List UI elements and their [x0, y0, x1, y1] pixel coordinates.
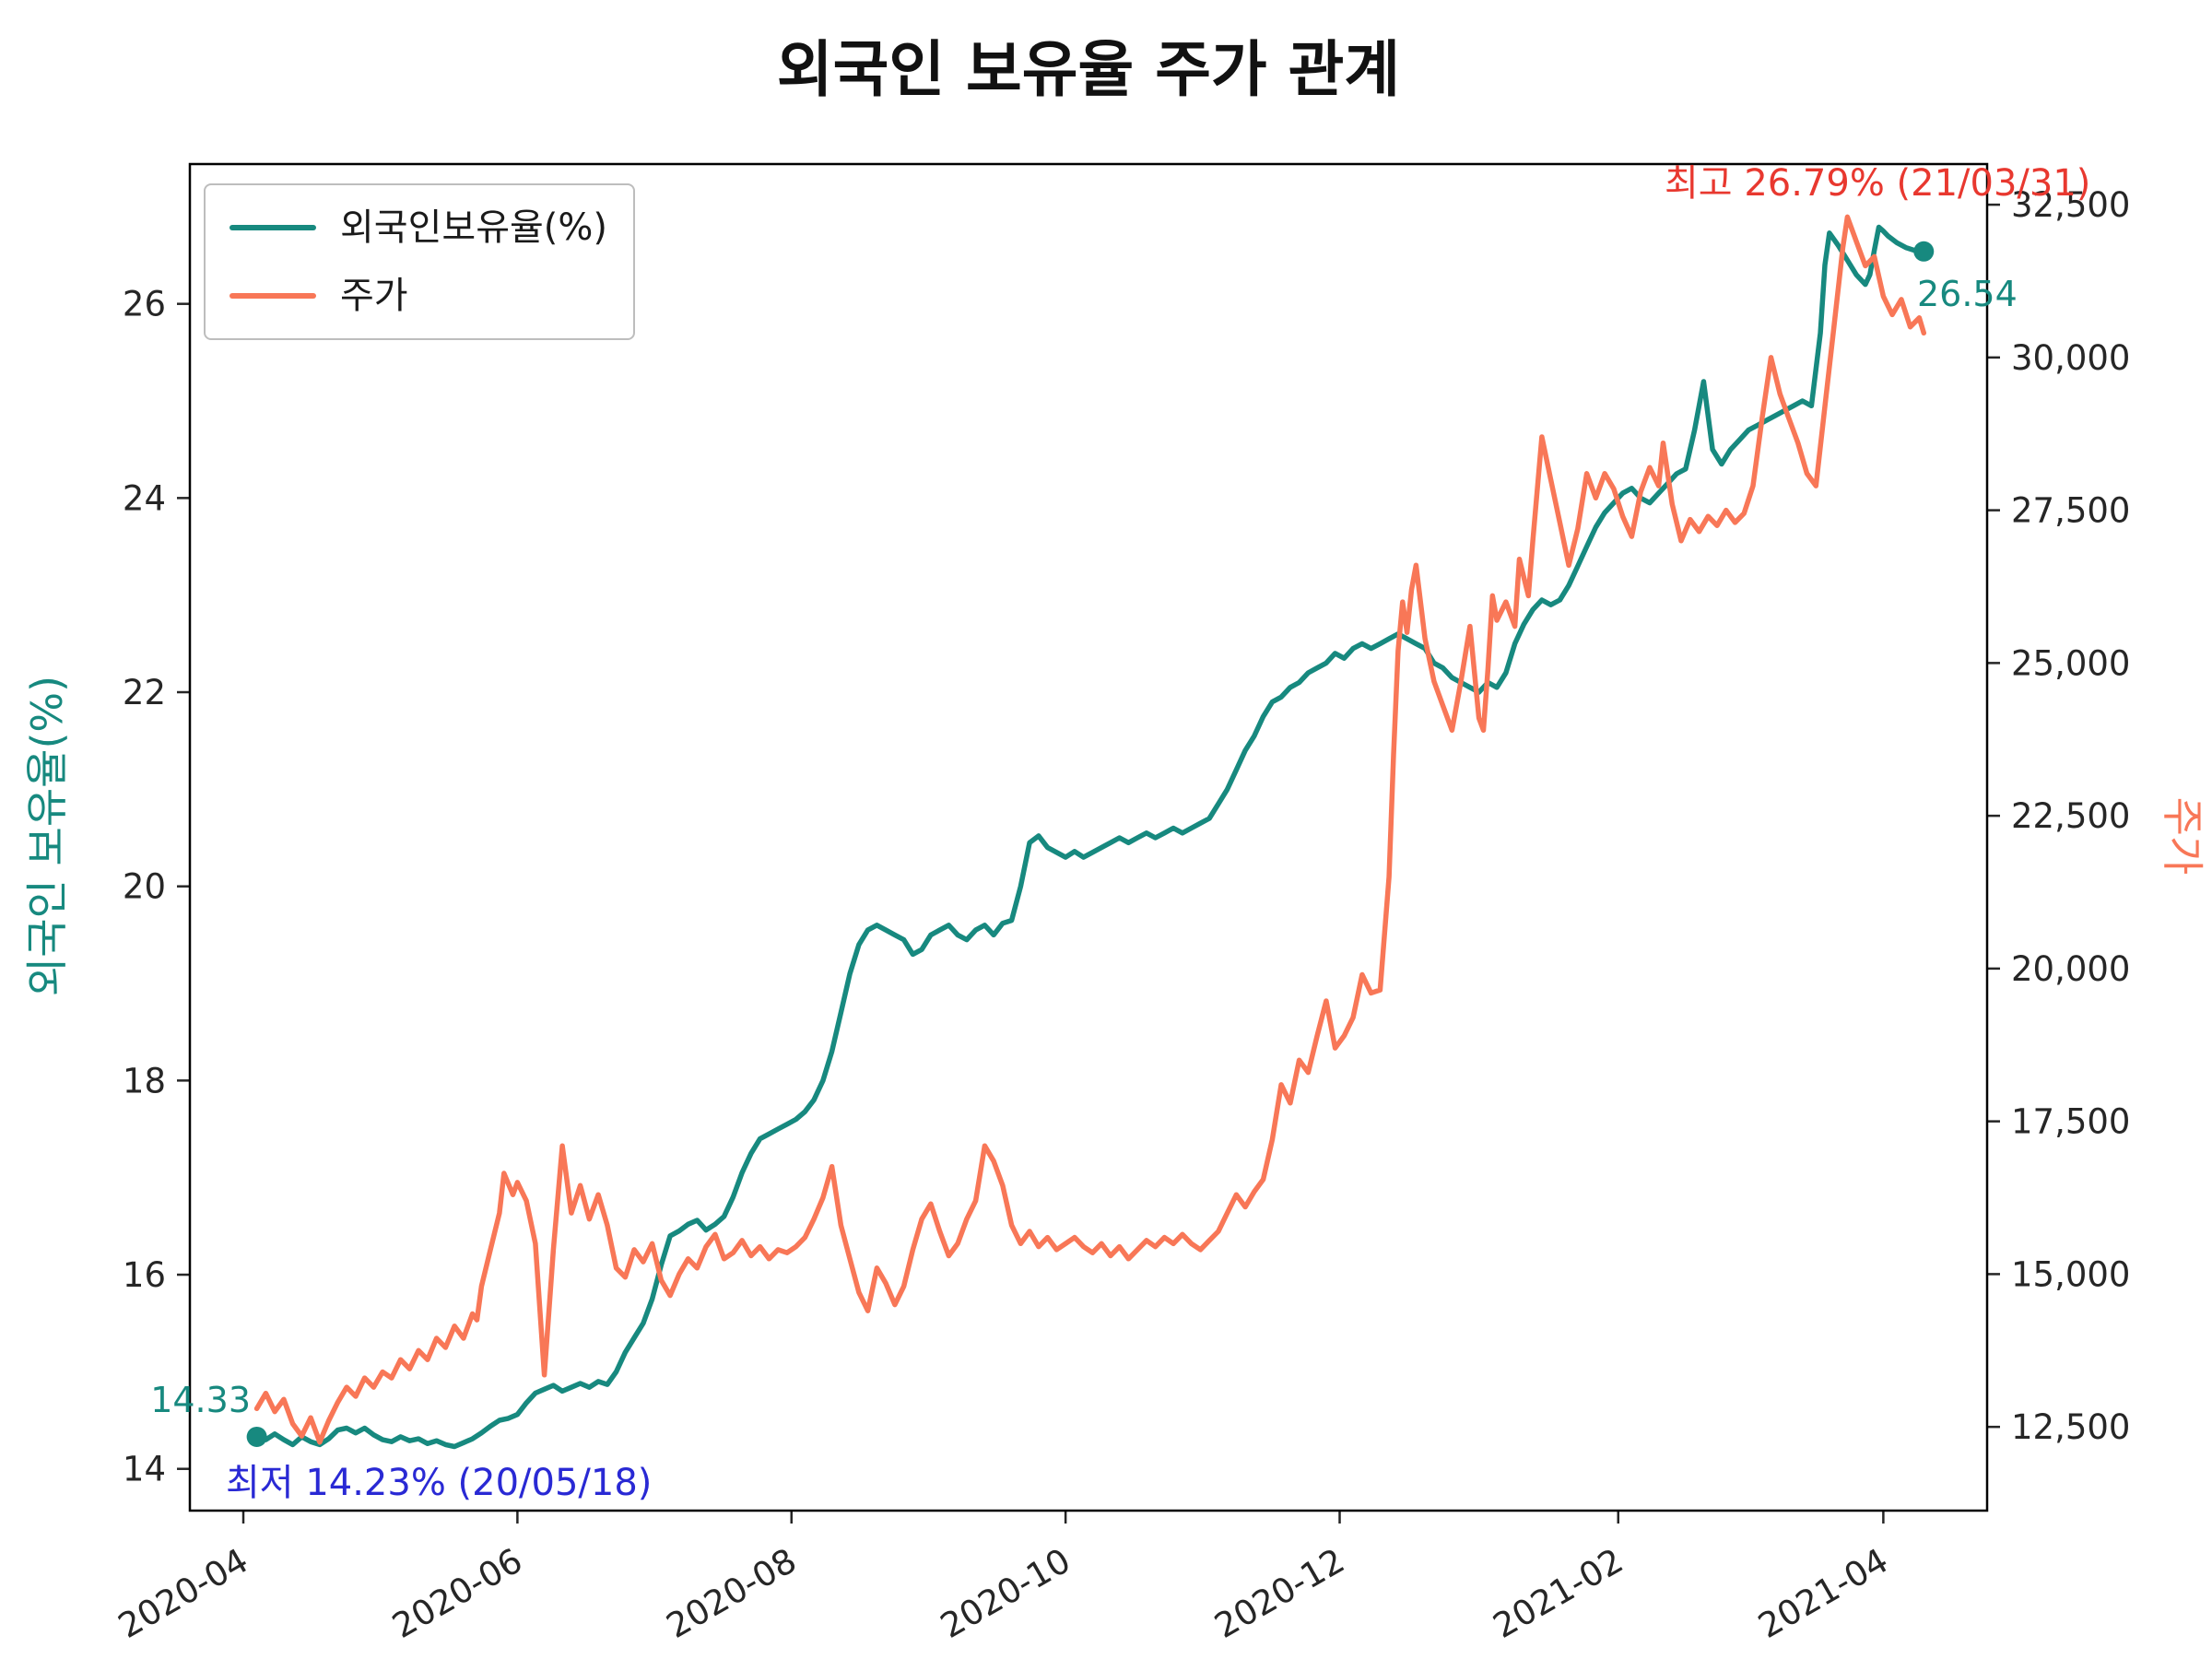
x-tick-label: 2021-04 [1751, 1541, 1894, 1647]
ownership-end-marker [1913, 241, 1935, 262]
left-tick-label: 14 [123, 1450, 166, 1489]
price-line [253, 214, 1927, 1445]
x-tick-label: 2020-04 [112, 1541, 254, 1647]
left-tick-label: 24 [123, 478, 166, 518]
right-axis-title: 주가 [2158, 797, 2207, 876]
right-tick-label: 17,500 [2011, 1102, 2130, 1142]
ownership-line-swatch [229, 225, 316, 230]
right-tick-label: 20,000 [2011, 949, 2130, 989]
plot-border [188, 162, 1989, 1512]
x-tick-label: 2020-12 [1208, 1541, 1351, 1647]
right-tick-label: 25,000 [2011, 643, 2130, 683]
left-tick-label: 20 [123, 867, 166, 907]
x-tick-label: 2020-06 [385, 1541, 528, 1647]
left-tick-label: 22 [123, 673, 166, 712]
left-tick-label: 26 [123, 285, 166, 324]
ownership-start-marker [246, 1426, 267, 1447]
annotation-min: 최저 14.23% (20/05/18) [226, 1462, 652, 1504]
annotation-max: 최고 26.79% (21/03/31) [1665, 162, 2090, 205]
x-tick-label: 2020-08 [660, 1541, 803, 1647]
right-tick-label: 27,500 [2011, 491, 2130, 531]
annotation-start-value: 14.33 [150, 1380, 251, 1420]
x-tick-label: 2020-10 [934, 1541, 1077, 1647]
series-lines [246, 214, 1935, 1450]
right-tick-label: 32,500 [2011, 185, 2130, 225]
left-tick-label: 16 [123, 1255, 166, 1295]
right-tick-label: 12,500 [2011, 1407, 2130, 1447]
right-tick-label: 22,500 [2011, 796, 2130, 836]
legend-item-ownership: 외국인보유율(%) [206, 200, 633, 255]
right-tick-label: 30,000 [2011, 338, 2130, 378]
legend-label-price: 주가 [340, 275, 408, 317]
left-axis-title: 외국인 보유율(%) [22, 676, 72, 996]
right-tick-label: 15,000 [2011, 1254, 2130, 1294]
legend-item-price: 주가 [206, 268, 633, 324]
annotation-end-value: 26.54 [1917, 274, 2018, 314]
chart-title: 외국인 보유율 주가 관계 [776, 34, 1401, 105]
legend: 외국인보유율(%) 주가 [204, 183, 635, 340]
price-line-swatch [229, 293, 316, 299]
x-tick-label: 2021-02 [1487, 1541, 1630, 1647]
legend-label-ownership: 외국인보유율(%) [340, 206, 608, 249]
ownership-line [253, 224, 1927, 1450]
left-tick-label: 18 [123, 1061, 166, 1100]
